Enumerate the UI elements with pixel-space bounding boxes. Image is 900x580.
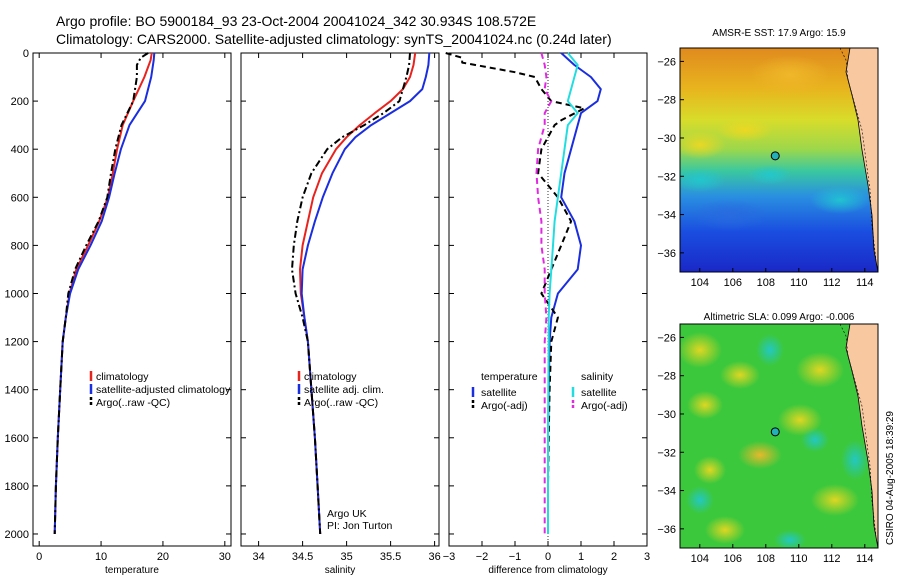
salinity-xlabel: salinity <box>325 565 356 576</box>
sla_map-xtick-label: 114 <box>856 553 874 565</box>
sla-map-float-marker <box>770 427 780 437</box>
difference-xtick-label: 2 <box>611 551 617 563</box>
difference-legend-label: satellite <box>581 387 617 399</box>
temperature-legend-label: Argo(..raw -QC) <box>96 397 170 409</box>
sst_map-ytick-label: −36 <box>657 248 676 260</box>
sst_map-xtick-label: 106 <box>724 277 742 289</box>
depth-ytick-label: 1000 <box>5 288 29 300</box>
difference-series-salinity-argo-adj- <box>535 52 553 534</box>
sst-map-panel: AMSR-E SST: 17.9 Argo: 15.9 104 106 108 110… <box>657 28 879 289</box>
sla-map-panel: Altimetric SLA: 0.099 Argo: -0.006 104 10… <box>657 312 879 565</box>
difference-xlabel: difference from climatology <box>488 565 607 576</box>
sla_map-ytick-label: −36 <box>657 524 676 536</box>
temperature-plot-frame <box>32 52 232 547</box>
depth-ytick-label: 1200 <box>5 337 29 349</box>
sla_map-xtick-label: 110 <box>790 553 808 565</box>
difference-legend-label: satellite <box>481 387 517 399</box>
sla-map-bathymetry <box>839 324 877 537</box>
difference-xtick-label: −3 <box>443 551 456 563</box>
sst-map-float-marker <box>770 151 780 161</box>
difference-xtick-label: 1 <box>578 551 584 563</box>
sla_map-xtick-label: 108 <box>757 553 775 565</box>
salinity-plot-frame <box>240 52 440 547</box>
depth-ytick-label: 1800 <box>5 481 29 493</box>
temperature-legend-label: satellite-adjusted climatology <box>96 384 231 396</box>
sst-map-title: AMSR-E SST: 17.9 Argo: 15.9 <box>712 28 846 39</box>
sst_map-xtick-label: 110 <box>790 277 808 289</box>
sst_map-ytick-label: −32 <box>657 171 676 183</box>
sst-map-bathymetry <box>839 48 877 261</box>
sst_map-ytick-label: −26 <box>657 56 676 68</box>
difference-legend-label: Argo(-adj) <box>581 400 628 412</box>
salinity-series-satellite-adj-clim- <box>300 52 431 535</box>
salinity-annotation: PI: Jon Turton <box>327 520 393 532</box>
salinity-legend-label: climatology <box>304 371 357 383</box>
salinity-xtick-label: 34 <box>252 551 264 563</box>
difference-series-salinity-satellite <box>547 52 579 534</box>
sla-map-ticks: 104 106 108 110 112 114 −26 −28 −30 −32 −34 −36 <box>657 332 873 565</box>
credit-label: CSIRO 04-Aug-2005 18:39:29 <box>885 411 896 545</box>
difference-xtick-label: −2 <box>476 551 489 563</box>
salinity-annotation: Argo UK <box>327 508 367 520</box>
sst-map-field <box>680 48 878 272</box>
salinity-xtick-label: 34.5 <box>292 551 313 563</box>
depth-ytick-label: 800 <box>11 240 29 252</box>
sla_map-ytick-label: −30 <box>657 409 676 421</box>
depth-ytick-label: 600 <box>11 192 29 204</box>
depth-ytick-label: 1600 <box>5 433 29 445</box>
sst_map-xtick-label: 114 <box>856 277 874 289</box>
sla-map-frame <box>679 323 879 549</box>
salinity-legend-label: Argo(..raw -QC) <box>304 397 378 409</box>
salinity-xtick-label: 35.5 <box>380 551 401 563</box>
salinity-series-argo-raw-qc- <box>291 52 411 535</box>
difference-series-temperature-argo-adj- <box>445 52 586 534</box>
difference-legend-left-header: temperature <box>481 371 538 383</box>
temperature-series-argo-raw-qc- <box>53 52 149 535</box>
sst_map-xtick-label: 108 <box>757 277 775 289</box>
difference-panel: −3 −2 −1 0 1 2 3 difference from climatology tem… <box>443 52 650 576</box>
temperature-legend-label: climatology <box>96 371 149 383</box>
depth-ytick-label: 2000 <box>5 529 29 541</box>
sst_map-ytick-label: −30 <box>657 133 676 145</box>
sla-map-field <box>680 324 878 548</box>
sla_map-ytick-label: −34 <box>657 486 676 498</box>
salinity-xtick-label: 35 <box>340 551 352 563</box>
difference-xtick-label: 0 <box>545 551 551 563</box>
sla_map-ytick-label: −32 <box>657 447 676 459</box>
temperature-xtick-label: 10 <box>95 551 107 563</box>
sst_map-xtick-label: 104 <box>691 277 709 289</box>
salinity-panel: 34 34.5 35 35.5 36 salinity climatologysatelli… <box>240 52 441 576</box>
depth-ytick-label: 200 <box>11 96 29 108</box>
sla-map-title: Altimetric SLA: 0.099 Argo: -0.006 <box>704 312 855 323</box>
sla_map-xtick-label: 106 <box>724 553 742 565</box>
sla_map-ytick-label: −26 <box>657 332 676 344</box>
sst-map-ticks: 104 106 108 110 112 114 −26 −28 −30 −32 −34 −36 <box>657 56 873 289</box>
difference-legend-label: Argo(-adj) <box>481 400 528 412</box>
difference-xtick-label: −1 <box>509 551 522 563</box>
difference-legend-right-header: salinity <box>581 371 614 383</box>
salinity-series-climatology <box>299 52 417 535</box>
temperature-panel: 0 10 20 30 0 200 400 600 800 1000 1200 1400 1600 1800… <box>5 48 232 576</box>
depth-ytick-label: 0 <box>23 48 29 60</box>
sla_map-xtick-label: 104 <box>691 553 709 565</box>
temperature-series-satellite-adjusted-climatology <box>53 52 156 535</box>
temperature-xtick-label: 20 <box>157 551 169 563</box>
sla_map-xtick-label: 112 <box>823 553 841 565</box>
depth-ytick-label: 1400 <box>5 385 29 397</box>
salinity-xtick-label: 36 <box>428 551 440 563</box>
depth-ytick-label: 400 <box>11 144 29 156</box>
difference-xtick-label: 3 <box>644 551 650 563</box>
figure-title-line2: Climatology: CARS2000. Satellite-adjuste… <box>56 31 612 47</box>
sla_map-ytick-label: −28 <box>657 371 676 383</box>
temperature-xlabel: temperature <box>105 565 159 576</box>
sst-map-frame <box>679 47 879 273</box>
sst_map-ytick-label: −28 <box>657 95 676 107</box>
temperature-xtick-label: 0 <box>36 551 42 563</box>
sst_map-xtick-label: 112 <box>823 277 841 289</box>
sst_map-ytick-label: −34 <box>657 210 676 222</box>
figure-title-line1: Argo profile: BO 5900184_93 23-Oct-2004 … <box>56 13 536 29</box>
salinity-legend-label: satellite adj. clim. <box>304 384 384 396</box>
temperature-xtick-label: 30 <box>219 551 231 563</box>
